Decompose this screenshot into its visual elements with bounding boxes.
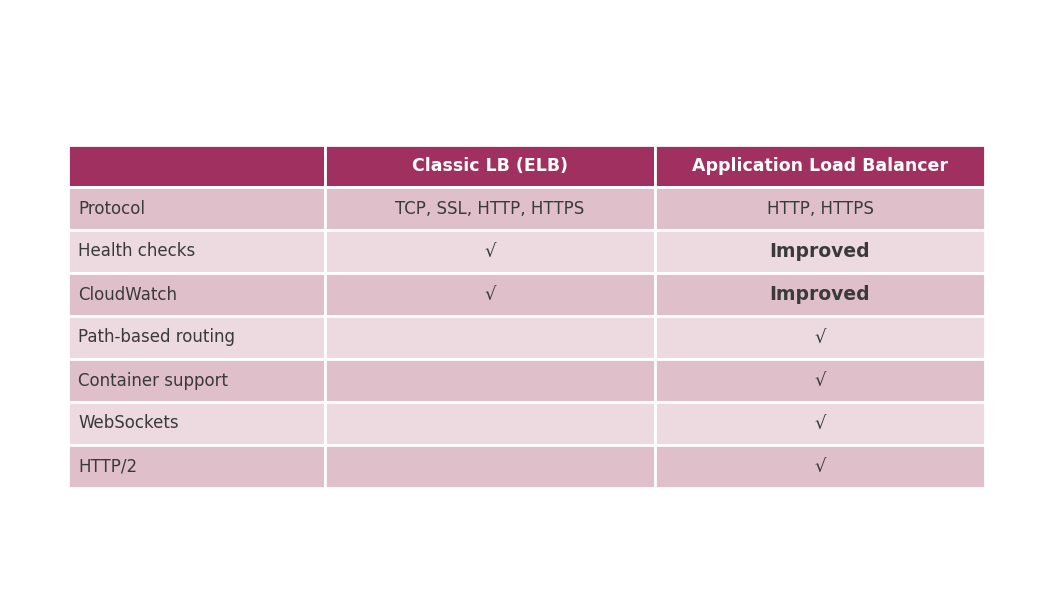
Text: √: √ (814, 329, 825, 346)
Text: Container support: Container support (78, 372, 228, 389)
FancyBboxPatch shape (655, 402, 985, 445)
FancyBboxPatch shape (655, 316, 985, 359)
FancyBboxPatch shape (655, 187, 985, 230)
Text: Improved: Improved (770, 242, 870, 261)
Text: HTTP/2: HTTP/2 (78, 457, 138, 476)
Text: √: √ (814, 457, 825, 476)
Text: WebSockets: WebSockets (78, 415, 178, 432)
FancyBboxPatch shape (68, 402, 324, 445)
FancyBboxPatch shape (68, 187, 324, 230)
FancyBboxPatch shape (655, 145, 985, 187)
Text: √: √ (484, 286, 496, 303)
Text: Protocol: Protocol (78, 199, 145, 218)
FancyBboxPatch shape (324, 187, 655, 230)
Text: HTTP, HTTPS: HTTP, HTTPS (766, 199, 874, 218)
Text: Application Load Balancer: Application Load Balancer (692, 157, 948, 175)
FancyBboxPatch shape (655, 445, 985, 488)
Text: Path-based routing: Path-based routing (78, 329, 235, 346)
Text: √: √ (814, 372, 825, 389)
FancyBboxPatch shape (655, 273, 985, 316)
FancyBboxPatch shape (68, 316, 324, 359)
Text: Health checks: Health checks (78, 242, 195, 261)
FancyBboxPatch shape (68, 445, 324, 488)
Text: CloudWatch: CloudWatch (78, 286, 177, 303)
FancyBboxPatch shape (324, 273, 655, 316)
FancyBboxPatch shape (324, 445, 655, 488)
FancyBboxPatch shape (68, 273, 324, 316)
Text: Classic LB (ELB): Classic LB (ELB) (412, 157, 568, 175)
FancyBboxPatch shape (68, 359, 324, 402)
FancyBboxPatch shape (655, 359, 985, 402)
Text: √: √ (814, 415, 825, 432)
FancyBboxPatch shape (324, 359, 655, 402)
FancyBboxPatch shape (324, 145, 655, 187)
Text: √: √ (484, 242, 496, 261)
FancyBboxPatch shape (68, 145, 324, 187)
FancyBboxPatch shape (324, 316, 655, 359)
FancyBboxPatch shape (68, 230, 324, 273)
FancyBboxPatch shape (324, 230, 655, 273)
Text: TCP, SSL, HTTP, HTTPS: TCP, SSL, HTTP, HTTPS (395, 199, 585, 218)
FancyBboxPatch shape (655, 230, 985, 273)
Text: Improved: Improved (770, 285, 870, 304)
FancyBboxPatch shape (324, 402, 655, 445)
